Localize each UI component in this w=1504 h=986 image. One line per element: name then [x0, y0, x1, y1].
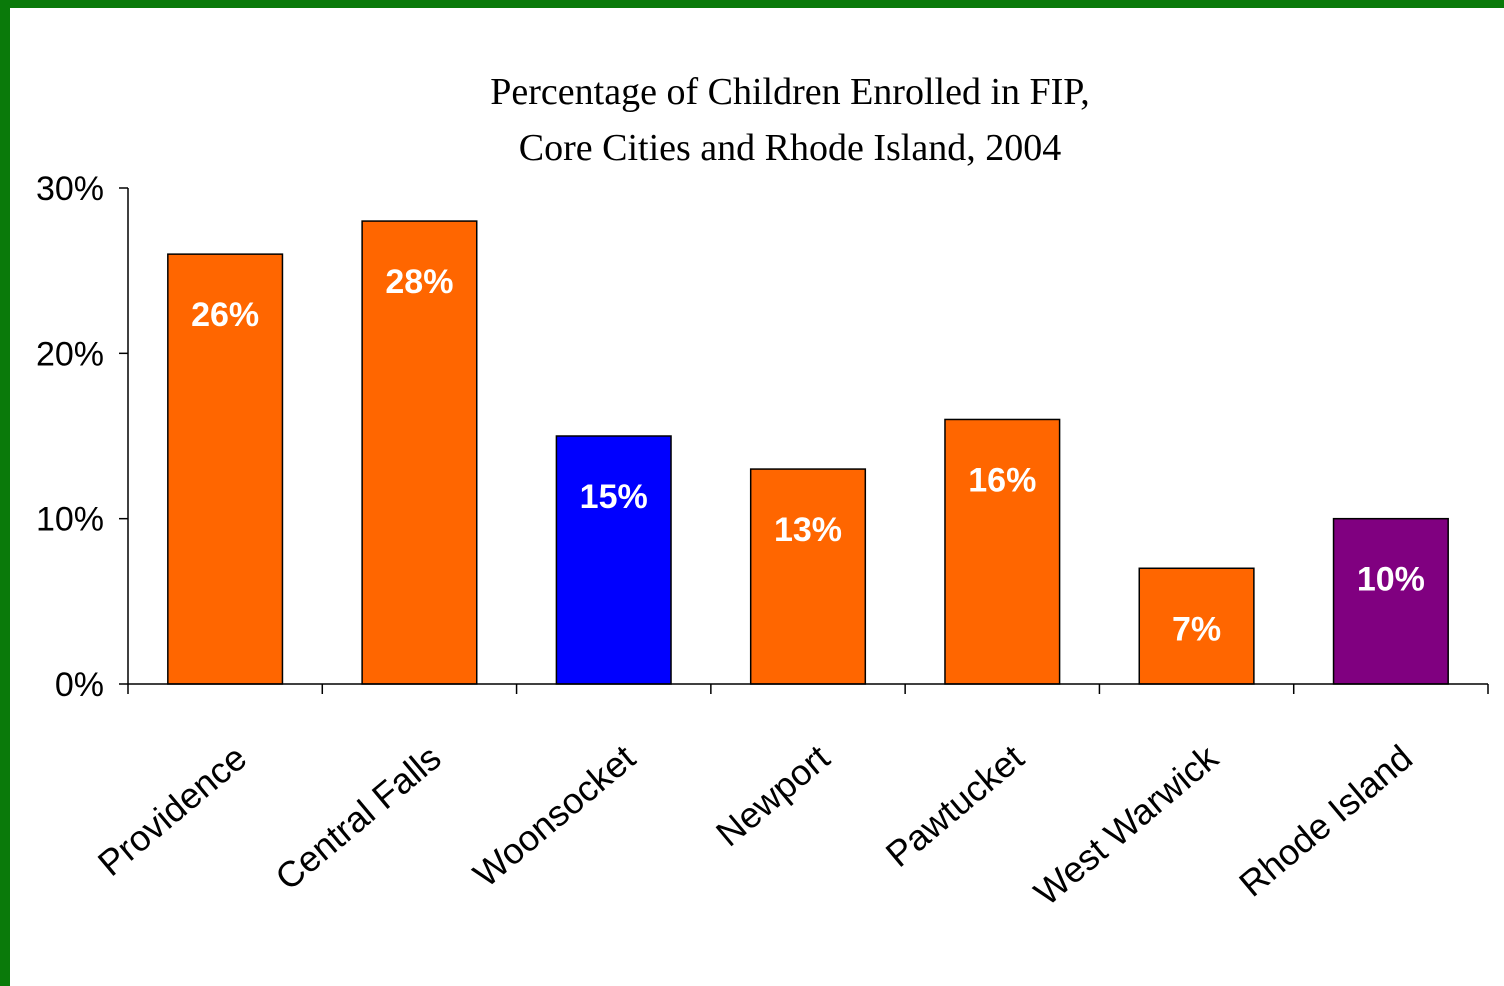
- bar-woonsocket: [555, 435, 672, 685]
- y-tick-label: 0%: [55, 666, 104, 704]
- bar-rhode-island: [1332, 517, 1449, 685]
- data-label: 13%: [774, 511, 842, 549]
- x-tick-label: Pawtucket: [878, 737, 1032, 875]
- bars-group: [167, 220, 1449, 685]
- x-tick-label: Central Falls: [267, 737, 448, 898]
- x-tick-label: Newport: [708, 737, 837, 855]
- x-tick-label: Rhode Island: [1231, 737, 1420, 905]
- data-label: 16%: [968, 461, 1036, 499]
- y-tick-label: 10%: [36, 501, 104, 539]
- y-tick-label: 20%: [36, 335, 104, 373]
- bar-pawtucket: [944, 418, 1061, 685]
- x-axis: Providence Central Falls Woonsocket Newport…: [90, 683, 1489, 913]
- y-tick-label: 30%: [36, 170, 104, 208]
- data-label: 15%: [580, 478, 648, 516]
- chart-title: Percentage of Children Enrolled in FIP, …: [490, 71, 1089, 169]
- y-axis: 0% 10% 20% 30%: [36, 170, 129, 704]
- x-tick-label: West Warwick: [1026, 736, 1226, 913]
- bar-west-warwick: [1138, 567, 1255, 685]
- bar-newport: [749, 468, 867, 685]
- bar-central-falls: [361, 220, 478, 685]
- x-tick-label: Providence: [90, 737, 254, 884]
- chart-title-line-2: Core Cities and Rhode Island, 2004: [519, 127, 1061, 169]
- data-labels-group: 26% 28% 15% 13% 16% 7% 10%: [191, 263, 1425, 648]
- data-label: 7%: [1172, 610, 1221, 648]
- x-tick-label: Woonsocket: [465, 737, 643, 895]
- data-label: 28%: [385, 263, 453, 301]
- bar-providence: [167, 253, 284, 685]
- data-label: 10%: [1357, 561, 1425, 599]
- bar-chart: Percentage of Children Enrolled in FIP, …: [36, 71, 1489, 913]
- chart-title-line-1: Percentage of Children Enrolled in FIP,: [490, 71, 1089, 113]
- data-label: 26%: [191, 296, 259, 334]
